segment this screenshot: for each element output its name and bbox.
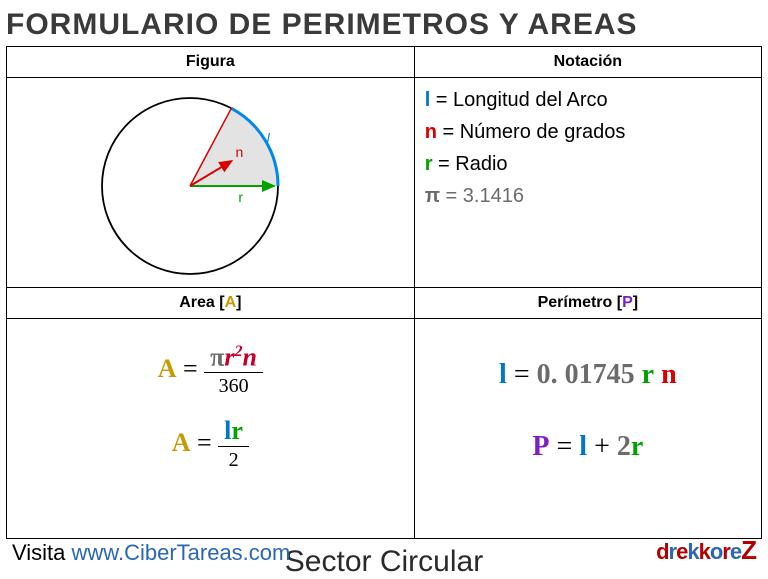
- header-notacion: Notación: [414, 47, 761, 78]
- notation-cell: l = Longitud del Arco n = Número de grad…: [414, 78, 761, 288]
- perimetro-formula-1: l = 0. 01745 r n: [425, 359, 751, 391]
- footer: Visita www.CiberTareas.com drekkoreZ: [12, 535, 756, 566]
- notation-l: l = Longitud del Arco: [425, 84, 751, 116]
- formula-table: Figura Notación l n: [6, 46, 762, 539]
- notation-n: n = Número de grados: [425, 116, 751, 148]
- label-r: r: [239, 189, 244, 205]
- figure-cell: l n r: [7, 78, 415, 288]
- sector-diagram: l n r: [80, 86, 340, 286]
- visit-link: Visita www.CiberTareas.com: [12, 540, 290, 566]
- notation-r: r = Radio: [425, 148, 751, 180]
- label-n: n: [236, 144, 244, 160]
- page-title: FORMULARIO DE PERIMETROS Y AREAS: [0, 0, 768, 46]
- header-area: Area [A]: [7, 288, 415, 319]
- label-l: l: [267, 130, 271, 146]
- brand-logo: drekkoreZ: [656, 535, 756, 566]
- perimetro-formula-2: P = l + 2r: [425, 431, 751, 463]
- perimetro-cell: l = 0. 01745 r n P = l + 2r: [414, 319, 761, 539]
- area-formula-2: A = lr2: [17, 417, 404, 473]
- notation-pi: π = 3.1416: [425, 180, 751, 212]
- area-cell: A = πr2n360 A = lr2: [7, 319, 415, 539]
- sector-fill: [190, 108, 278, 186]
- area-formula-1: A = πr2n360: [17, 343, 404, 399]
- header-perimetro: Perímetro [P]: [414, 288, 761, 319]
- header-figura: Figura: [7, 47, 415, 78]
